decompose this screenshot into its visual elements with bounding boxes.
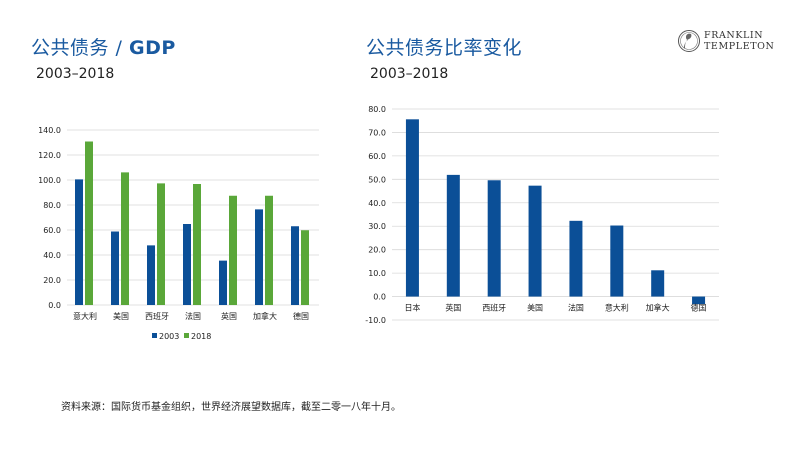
y-tick-label: 120.0 xyxy=(38,151,61,160)
y-tick-label: 100.0 xyxy=(38,176,61,185)
x-tick-label: 美国 xyxy=(113,311,129,321)
franklin-portrait-icon xyxy=(678,30,700,52)
y-tick-label: 0.0 xyxy=(373,293,386,302)
x-tick-label: 西班牙 xyxy=(482,303,506,313)
bar-2003 xyxy=(147,245,155,305)
legend-label: 2003 xyxy=(159,332,179,341)
x-tick-label: 美国 xyxy=(527,303,543,313)
bar-2003 xyxy=(183,224,191,305)
bar xyxy=(487,180,501,297)
x-tick-label: 日本 xyxy=(404,303,420,313)
x-tick-label: 西班牙 xyxy=(145,311,169,321)
bar-2018 xyxy=(85,141,93,305)
y-tick-label: 40.0 xyxy=(368,199,386,208)
logo-line1: FRANKLIN xyxy=(704,30,764,41)
y-tick-label: 40.0 xyxy=(43,251,61,260)
bar xyxy=(651,270,665,297)
bar-2003 xyxy=(291,226,299,305)
y-tick-label: 0.0 xyxy=(48,301,61,310)
left-chart-title: 公共债务 / GDP xyxy=(31,33,176,60)
y-tick-label: -10.0 xyxy=(365,316,386,325)
bar-2003 xyxy=(75,179,83,305)
x-tick-label: 法国 xyxy=(568,303,584,313)
right-chart-subtitle: 2003–2018 xyxy=(370,66,449,82)
y-tick-label: 60.0 xyxy=(368,152,386,161)
left-title-bold: GDP xyxy=(128,37,176,59)
left-chart-subtitle: 2003–2018 xyxy=(36,66,115,82)
x-tick-label: 加拿大 xyxy=(646,303,670,313)
y-tick-label: 20.0 xyxy=(368,246,386,255)
x-tick-label: 加拿大 xyxy=(253,311,277,321)
x-tick-label: 德国 xyxy=(691,303,707,313)
y-tick-label: 80.0 xyxy=(368,105,386,114)
bar-2003 xyxy=(255,209,263,305)
x-tick-label: 英国 xyxy=(445,303,461,313)
legend-swatch-2003 xyxy=(152,333,157,338)
bar-2018 xyxy=(193,184,201,305)
bar-2003 xyxy=(219,260,227,305)
y-tick-label: 50.0 xyxy=(368,175,386,184)
bar-2018 xyxy=(157,183,165,305)
x-tick-label: 意大利 xyxy=(605,303,629,313)
logo-text: FRANKLIN TEMPLETON xyxy=(704,30,774,52)
bar xyxy=(446,174,460,297)
y-tick-label: 80.0 xyxy=(43,201,61,210)
bar xyxy=(610,225,624,297)
y-tick-label: 140.0 xyxy=(38,126,61,135)
left-title-prefix: 公共债务 / xyxy=(31,37,129,59)
franklin-templeton-logo: FRANKLIN TEMPLETON xyxy=(676,29,776,53)
y-tick-label: 10.0 xyxy=(368,269,386,278)
bar xyxy=(692,296,706,305)
bar xyxy=(405,119,419,297)
right-chart-title: 公共债务比率变化 xyxy=(366,37,523,59)
source-note: 资料来源：国际货币基金组织，世界经济展望数据库，截至二零一八年十月。 xyxy=(61,402,401,413)
y-tick-label: 30.0 xyxy=(368,222,386,231)
bar-2018 xyxy=(229,195,237,305)
y-tick-label: 70.0 xyxy=(368,128,386,137)
x-tick-label: 意大利 xyxy=(73,311,97,321)
legend-swatch-2018 xyxy=(184,333,189,338)
y-tick-label: 60.0 xyxy=(43,226,61,235)
bar-2003 xyxy=(111,231,119,305)
legend-label: 2018 xyxy=(191,332,211,341)
bar-2018 xyxy=(265,195,273,305)
x-tick-label: 德国 xyxy=(293,311,309,321)
bar xyxy=(569,220,583,297)
logo-line2: TEMPLETON xyxy=(704,41,775,52)
bar xyxy=(528,185,542,297)
bar-2018 xyxy=(121,172,129,305)
x-tick-label: 法国 xyxy=(185,311,201,321)
y-tick-label: 20.0 xyxy=(43,276,61,285)
bar-2018 xyxy=(301,230,309,305)
x-tick-label: 英国 xyxy=(221,311,237,321)
